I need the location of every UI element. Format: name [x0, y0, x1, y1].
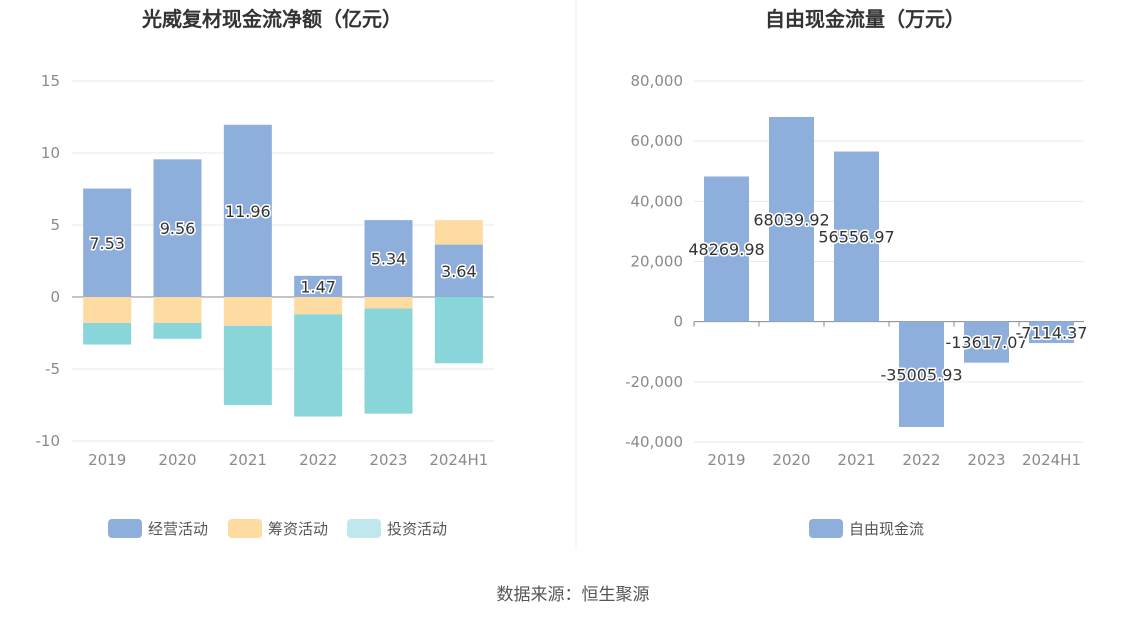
- data-label: -35005.93: [880, 365, 962, 384]
- operating-bar: [223, 124, 272, 297]
- x-tick-label: 2019: [88, 451, 126, 469]
- y-tick-label: 60,000: [631, 132, 684, 150]
- data-label: 9.56: [160, 219, 196, 238]
- x-tick-label: 2020: [158, 451, 196, 469]
- x-tick-label: 2024H1: [429, 451, 488, 469]
- investing-bar: [434, 297, 483, 364]
- data-label: 56556.97: [818, 228, 894, 247]
- investing-bar: [223, 325, 272, 405]
- legend-label: 经营活动: [148, 520, 208, 538]
- x-tick-label: 2023: [369, 451, 407, 469]
- fcf-bar: [704, 176, 749, 322]
- y-tick-label: -5: [45, 360, 60, 378]
- y-tick-label: 0: [673, 313, 683, 331]
- data-label: 5.34: [371, 250, 407, 269]
- source-note: 数据来源：恒生聚源: [497, 585, 650, 605]
- legend-label: 投资活动: [387, 520, 447, 538]
- data-label: 7.53: [89, 234, 125, 253]
- financing-bar: [223, 297, 272, 326]
- x-tick-label: 2022: [902, 451, 940, 469]
- operating-bar: [294, 275, 343, 297]
- legend-swatch: [228, 519, 262, 538]
- fcf-bar: [964, 321, 1009, 363]
- financing-bar: [434, 220, 483, 245]
- legend-label: 筹资活动: [268, 520, 328, 538]
- data-label: 48269.98: [688, 240, 764, 259]
- financing-bar: [83, 297, 132, 323]
- data-label: 1.47: [300, 277, 336, 296]
- chart-title: 光威复材现金流净额（亿元）: [141, 7, 402, 31]
- data-label: 11.96: [225, 202, 271, 221]
- investing-bar: [294, 314, 343, 417]
- legend-swatch: [108, 519, 142, 538]
- data-label: 3.64: [441, 262, 477, 281]
- operating-bar: [364, 220, 413, 297]
- x-tick-label: 2020: [772, 451, 810, 469]
- operating-bar: [153, 159, 202, 297]
- x-tick-label: 2024H1: [1022, 451, 1081, 469]
- y-tick-label: -40,000: [625, 433, 683, 451]
- y-tick-label: -10: [36, 432, 61, 450]
- x-tick-label: 2023: [967, 451, 1005, 469]
- free-cashflow-chart: 80,000 60,000 40,000 20,000 0 -20,000 -40,000 4…: [625, 72, 1089, 469]
- financing-bar: [153, 297, 202, 323]
- y-tick-label: 5: [50, 216, 60, 234]
- fcf-bar: [834, 151, 879, 322]
- legend-label: 自由现金流: [849, 520, 924, 538]
- fcf-bar: [899, 321, 944, 427]
- legend: 经营活动 筹资活动 投资活动: [108, 519, 447, 538]
- data-label: -13617.07: [945, 333, 1027, 352]
- legend-swatch: [809, 519, 843, 538]
- data-label: 68039.92: [753, 210, 829, 229]
- y-tick-label: 0: [50, 288, 60, 306]
- investing-bar: [83, 322, 132, 345]
- y-tick-label: -20,000: [625, 373, 683, 391]
- x-tick-label: 2022: [299, 451, 337, 469]
- operating-bar: [434, 244, 483, 297]
- y-tick-label: 80,000: [631, 72, 684, 90]
- fcf-bar: [1029, 321, 1074, 344]
- legend-swatch: [347, 519, 381, 538]
- legend: 自由现金流: [809, 519, 924, 538]
- y-tick-label: 15: [41, 72, 60, 90]
- data-label: -7114.37: [1016, 323, 1088, 342]
- x-tick-label: 2021: [837, 451, 875, 469]
- operating-bar: [83, 188, 132, 297]
- y-tick-label: 20,000: [631, 253, 684, 271]
- fcf-bar: [769, 116, 814, 322]
- financing-bar: [294, 297, 343, 315]
- y-tick-label: 40,000: [631, 192, 684, 210]
- x-tick-label: 2019: [707, 451, 745, 469]
- investing-bar: [153, 322, 202, 339]
- x-tick-label: 2021: [229, 451, 267, 469]
- cashflow-chart: 15 10 5 0 -5 -10 7.53 2019 9.56 2020 11.96 2021 1.47…: [36, 72, 494, 469]
- y-tick-label: 10: [41, 144, 60, 162]
- investing-bar: [364, 308, 413, 414]
- chart-title: 自由现金流量（万元）: [765, 7, 965, 31]
- financing-bar: [364, 297, 413, 309]
